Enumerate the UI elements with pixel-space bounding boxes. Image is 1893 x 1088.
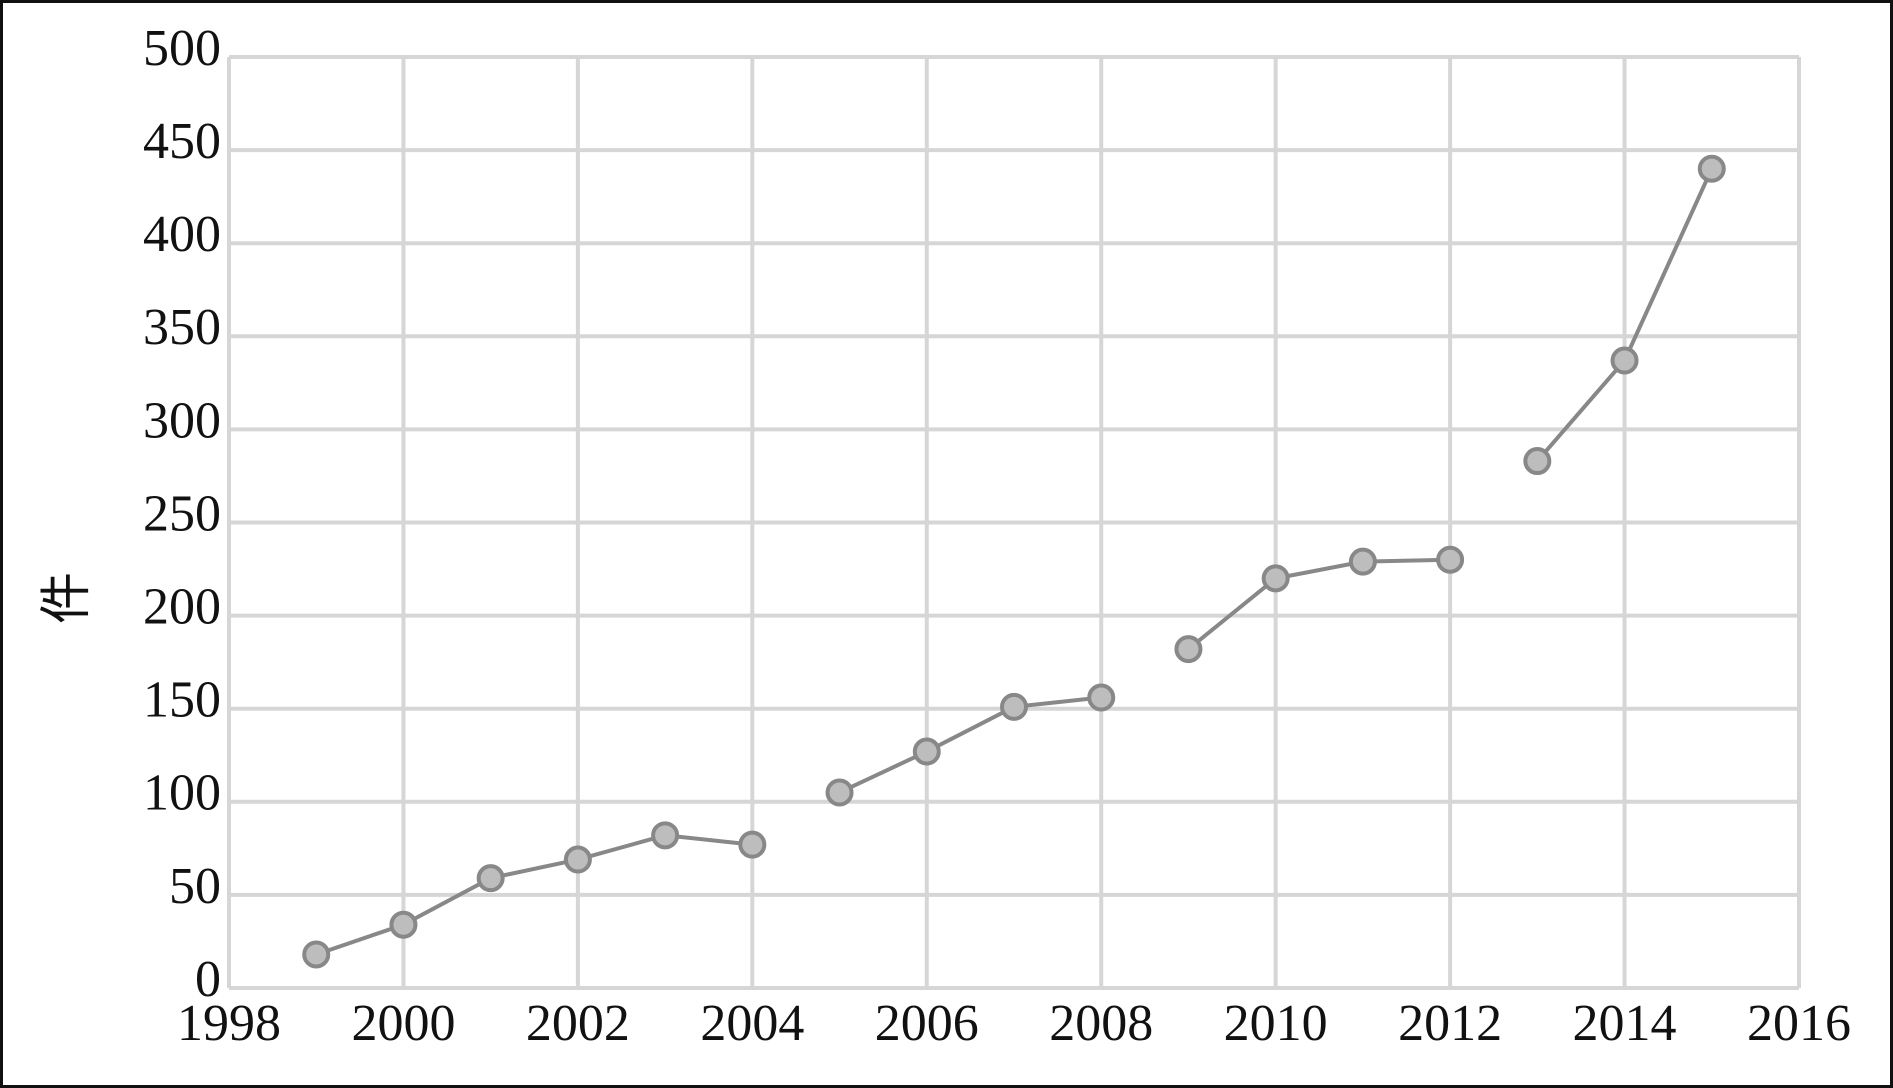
x-tick-label: 2004: [700, 995, 804, 1052]
marker: [563, 845, 592, 874]
marker: [912, 737, 941, 766]
y-tick-label: 50: [169, 858, 221, 915]
x-tick-label: 2016: [1747, 995, 1851, 1052]
marker: [1436, 545, 1465, 574]
marker: [1610, 346, 1639, 375]
marker: [1697, 154, 1726, 183]
y-tick-label: 300: [143, 392, 221, 449]
x-tick-label: 2006: [875, 995, 979, 1052]
marker: [1523, 447, 1552, 476]
y-tick-label: 100: [143, 765, 221, 822]
marker: [302, 940, 331, 969]
marker: [1174, 635, 1203, 664]
line: [838, 695, 1102, 795]
marker: [1000, 692, 1028, 721]
x-tick-label: 2012: [1398, 995, 1502, 1052]
y-tick-label: 400: [143, 206, 221, 263]
x-tick-label: 1998: [177, 995, 281, 1052]
y-tick-label: 450: [143, 113, 221, 170]
y-tick-label: 150: [143, 672, 221, 729]
line: [315, 833, 753, 957]
x-tick-label: 2014: [1573, 995, 1677, 1052]
marker: [651, 821, 680, 850]
marker: [825, 778, 854, 807]
marker: [738, 830, 767, 859]
y-axis-label: 件: [39, 572, 96, 624]
line: [1187, 557, 1451, 651]
x-tick-label: 2000: [351, 995, 455, 1052]
y-tick-label: 0: [195, 951, 221, 1008]
y-tick-label: 200: [143, 579, 221, 636]
marker: [1087, 683, 1116, 712]
marker: [1348, 547, 1377, 576]
marker: [476, 864, 505, 893]
x-tick-label: 2002: [526, 995, 630, 1052]
y-tick-label: 250: [143, 485, 221, 542]
marker: [1261, 564, 1290, 593]
x-tick-label: 2008: [1049, 995, 1153, 1052]
y-tick-label: 500: [143, 20, 221, 77]
x-tick-label: 2010: [1224, 995, 1328, 1052]
y-tick-label: 350: [143, 299, 221, 356]
marker: [389, 910, 418, 939]
